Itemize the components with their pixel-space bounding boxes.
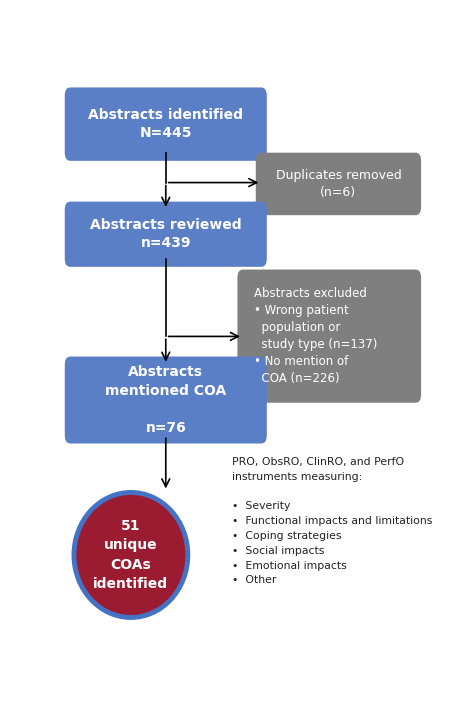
FancyBboxPatch shape [256,152,421,215]
Ellipse shape [74,493,188,618]
Text: Abstracts
mentioned COA

n=76: Abstracts mentioned COA n=76 [105,366,227,435]
Text: Abstracts identified
N=445: Abstracts identified N=445 [88,108,243,140]
Text: Abstracts excluded
• Wrong patient
  population or
  study type (n=137)
• No men: Abstracts excluded • Wrong patient popul… [254,287,377,385]
Text: Abstracts reviewed
n=439: Abstracts reviewed n=439 [90,218,242,251]
Text: 51
unique
COAs
identified: 51 unique COAs identified [93,519,168,591]
FancyBboxPatch shape [65,202,267,267]
Text: PRO, ObsRO, ClinRO, and PerfO
instruments measuring:

•  Severity
•  Functional : PRO, ObsRO, ClinRO, and PerfO instrument… [232,457,432,585]
FancyBboxPatch shape [65,357,267,443]
Text: Duplicates removed
(n=6): Duplicates removed (n=6) [275,169,401,199]
FancyBboxPatch shape [65,88,267,161]
FancyBboxPatch shape [237,270,421,402]
